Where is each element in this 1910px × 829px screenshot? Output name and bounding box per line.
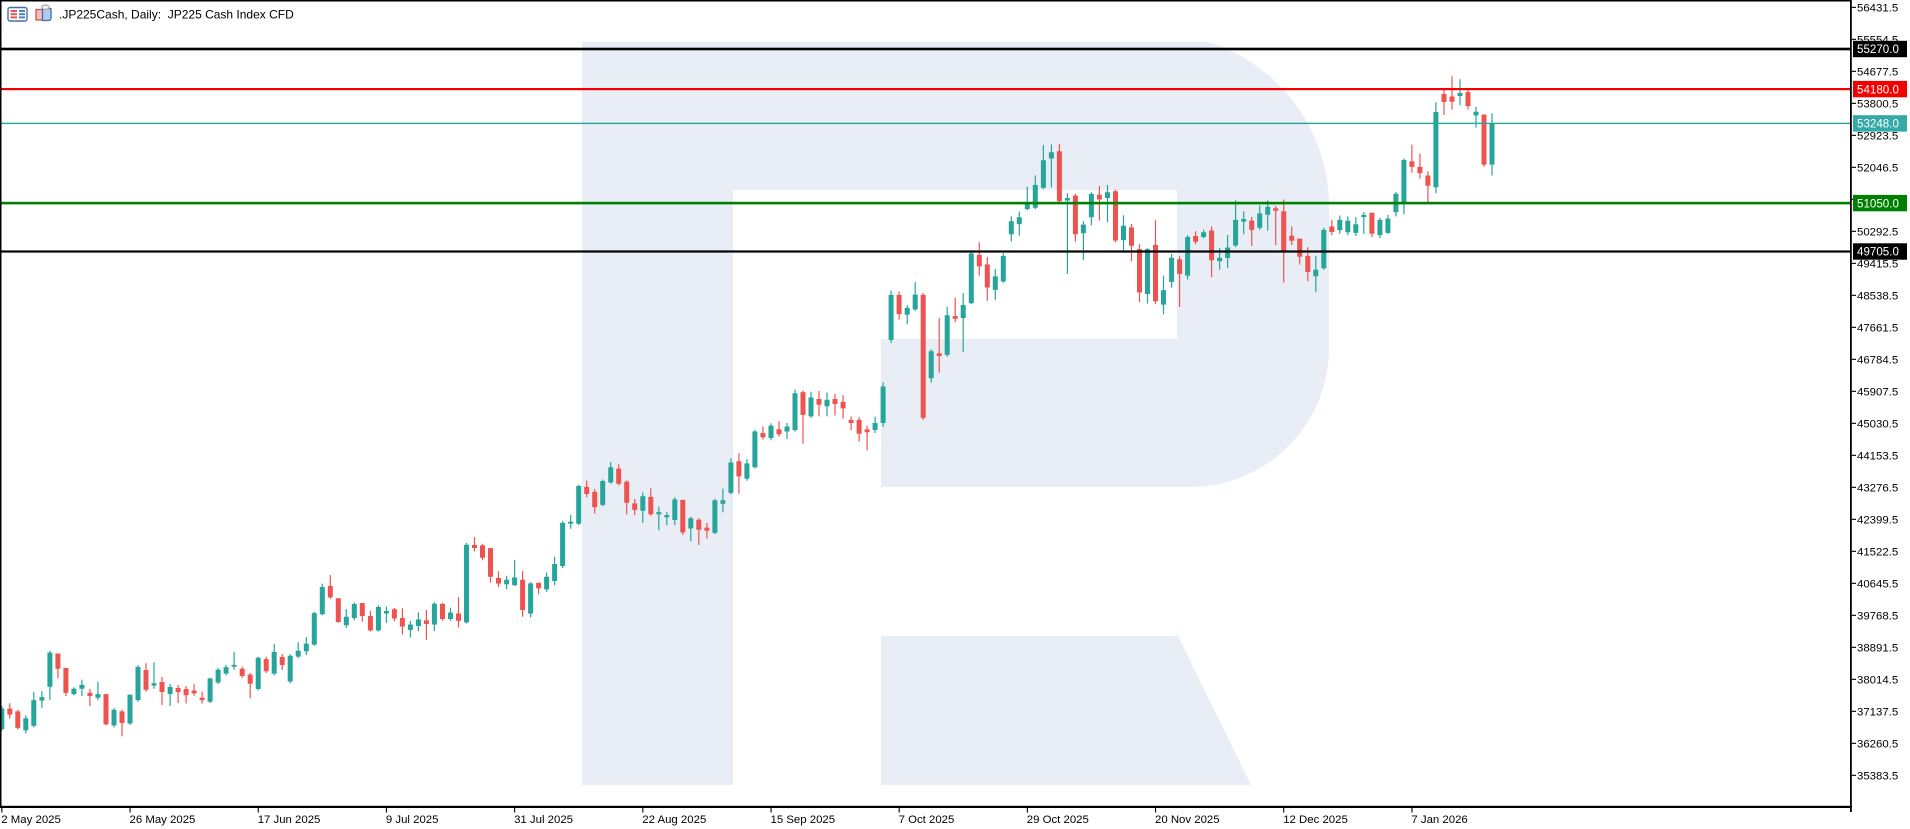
svg-text:40645.5: 40645.5 [1857, 578, 1898, 590]
svg-text:42399.5: 42399.5 [1857, 514, 1898, 526]
svg-text:7 Jan 2026: 7 Jan 2026 [1411, 814, 1467, 826]
svg-text:45907.5: 45907.5 [1857, 386, 1898, 398]
svg-text:49415.5: 49415.5 [1857, 258, 1898, 270]
svg-text:38891.5: 38891.5 [1857, 642, 1898, 654]
svg-text:50292.5: 50292.5 [1857, 226, 1898, 238]
svg-text:37137.5: 37137.5 [1857, 706, 1898, 718]
svg-text:46784.5: 46784.5 [1857, 354, 1898, 366]
svg-text:44153.5: 44153.5 [1857, 450, 1898, 462]
svg-text:52046.5: 52046.5 [1857, 162, 1898, 174]
svg-text:41522.5: 41522.5 [1857, 546, 1898, 558]
svg-text:56431.5: 56431.5 [1857, 2, 1898, 14]
svg-text:38014.5: 38014.5 [1857, 674, 1898, 686]
svg-text:12 Dec 2025: 12 Dec 2025 [1283, 814, 1348, 826]
svg-text:51050.0: 51050.0 [1857, 197, 1899, 210]
svg-text:9 Jul 2025: 9 Jul 2025 [386, 814, 439, 826]
svg-text:45030.5: 45030.5 [1857, 418, 1898, 430]
svg-text:20 Nov 2025: 20 Nov 2025 [1155, 814, 1220, 826]
svg-text:7 Oct 2025: 7 Oct 2025 [899, 814, 955, 826]
svg-text:49705.0: 49705.0 [1857, 246, 1899, 259]
svg-text:53800.5: 53800.5 [1857, 98, 1898, 110]
svg-text:55270.0: 55270.0 [1857, 43, 1899, 56]
svg-text:29 Oct 2025: 29 Oct 2025 [1027, 814, 1089, 826]
svg-text:36260.5: 36260.5 [1857, 738, 1898, 750]
svg-text:22 Aug 2025: 22 Aug 2025 [642, 814, 706, 826]
svg-text:39768.5: 39768.5 [1857, 610, 1898, 622]
svg-text:52923.5: 52923.5 [1857, 130, 1898, 142]
svg-text:2 May 2025: 2 May 2025 [1, 814, 61, 826]
svg-text:31 Jul 2025: 31 Jul 2025 [514, 814, 573, 826]
svg-text:15 Sep 2025: 15 Sep 2025 [771, 814, 836, 826]
svg-text:35383.5: 35383.5 [1857, 770, 1898, 782]
svg-text:17 Jun 2025: 17 Jun 2025 [258, 814, 321, 826]
svg-text:47661.5: 47661.5 [1857, 322, 1898, 334]
svg-text:26 May 2025: 26 May 2025 [130, 814, 196, 826]
svg-text:48538.5: 48538.5 [1857, 290, 1898, 302]
svg-text:53248.0: 53248.0 [1857, 118, 1899, 131]
svg-text:54180.0: 54180.0 [1857, 83, 1899, 96]
svg-text:54677.5: 54677.5 [1857, 66, 1898, 78]
svg-text:.JP225Cash, Daily: JP225 Cash: .JP225Cash, Daily: JP225 Cash Index CFD [59, 8, 294, 22]
svg-text:43276.5: 43276.5 [1857, 482, 1898, 494]
